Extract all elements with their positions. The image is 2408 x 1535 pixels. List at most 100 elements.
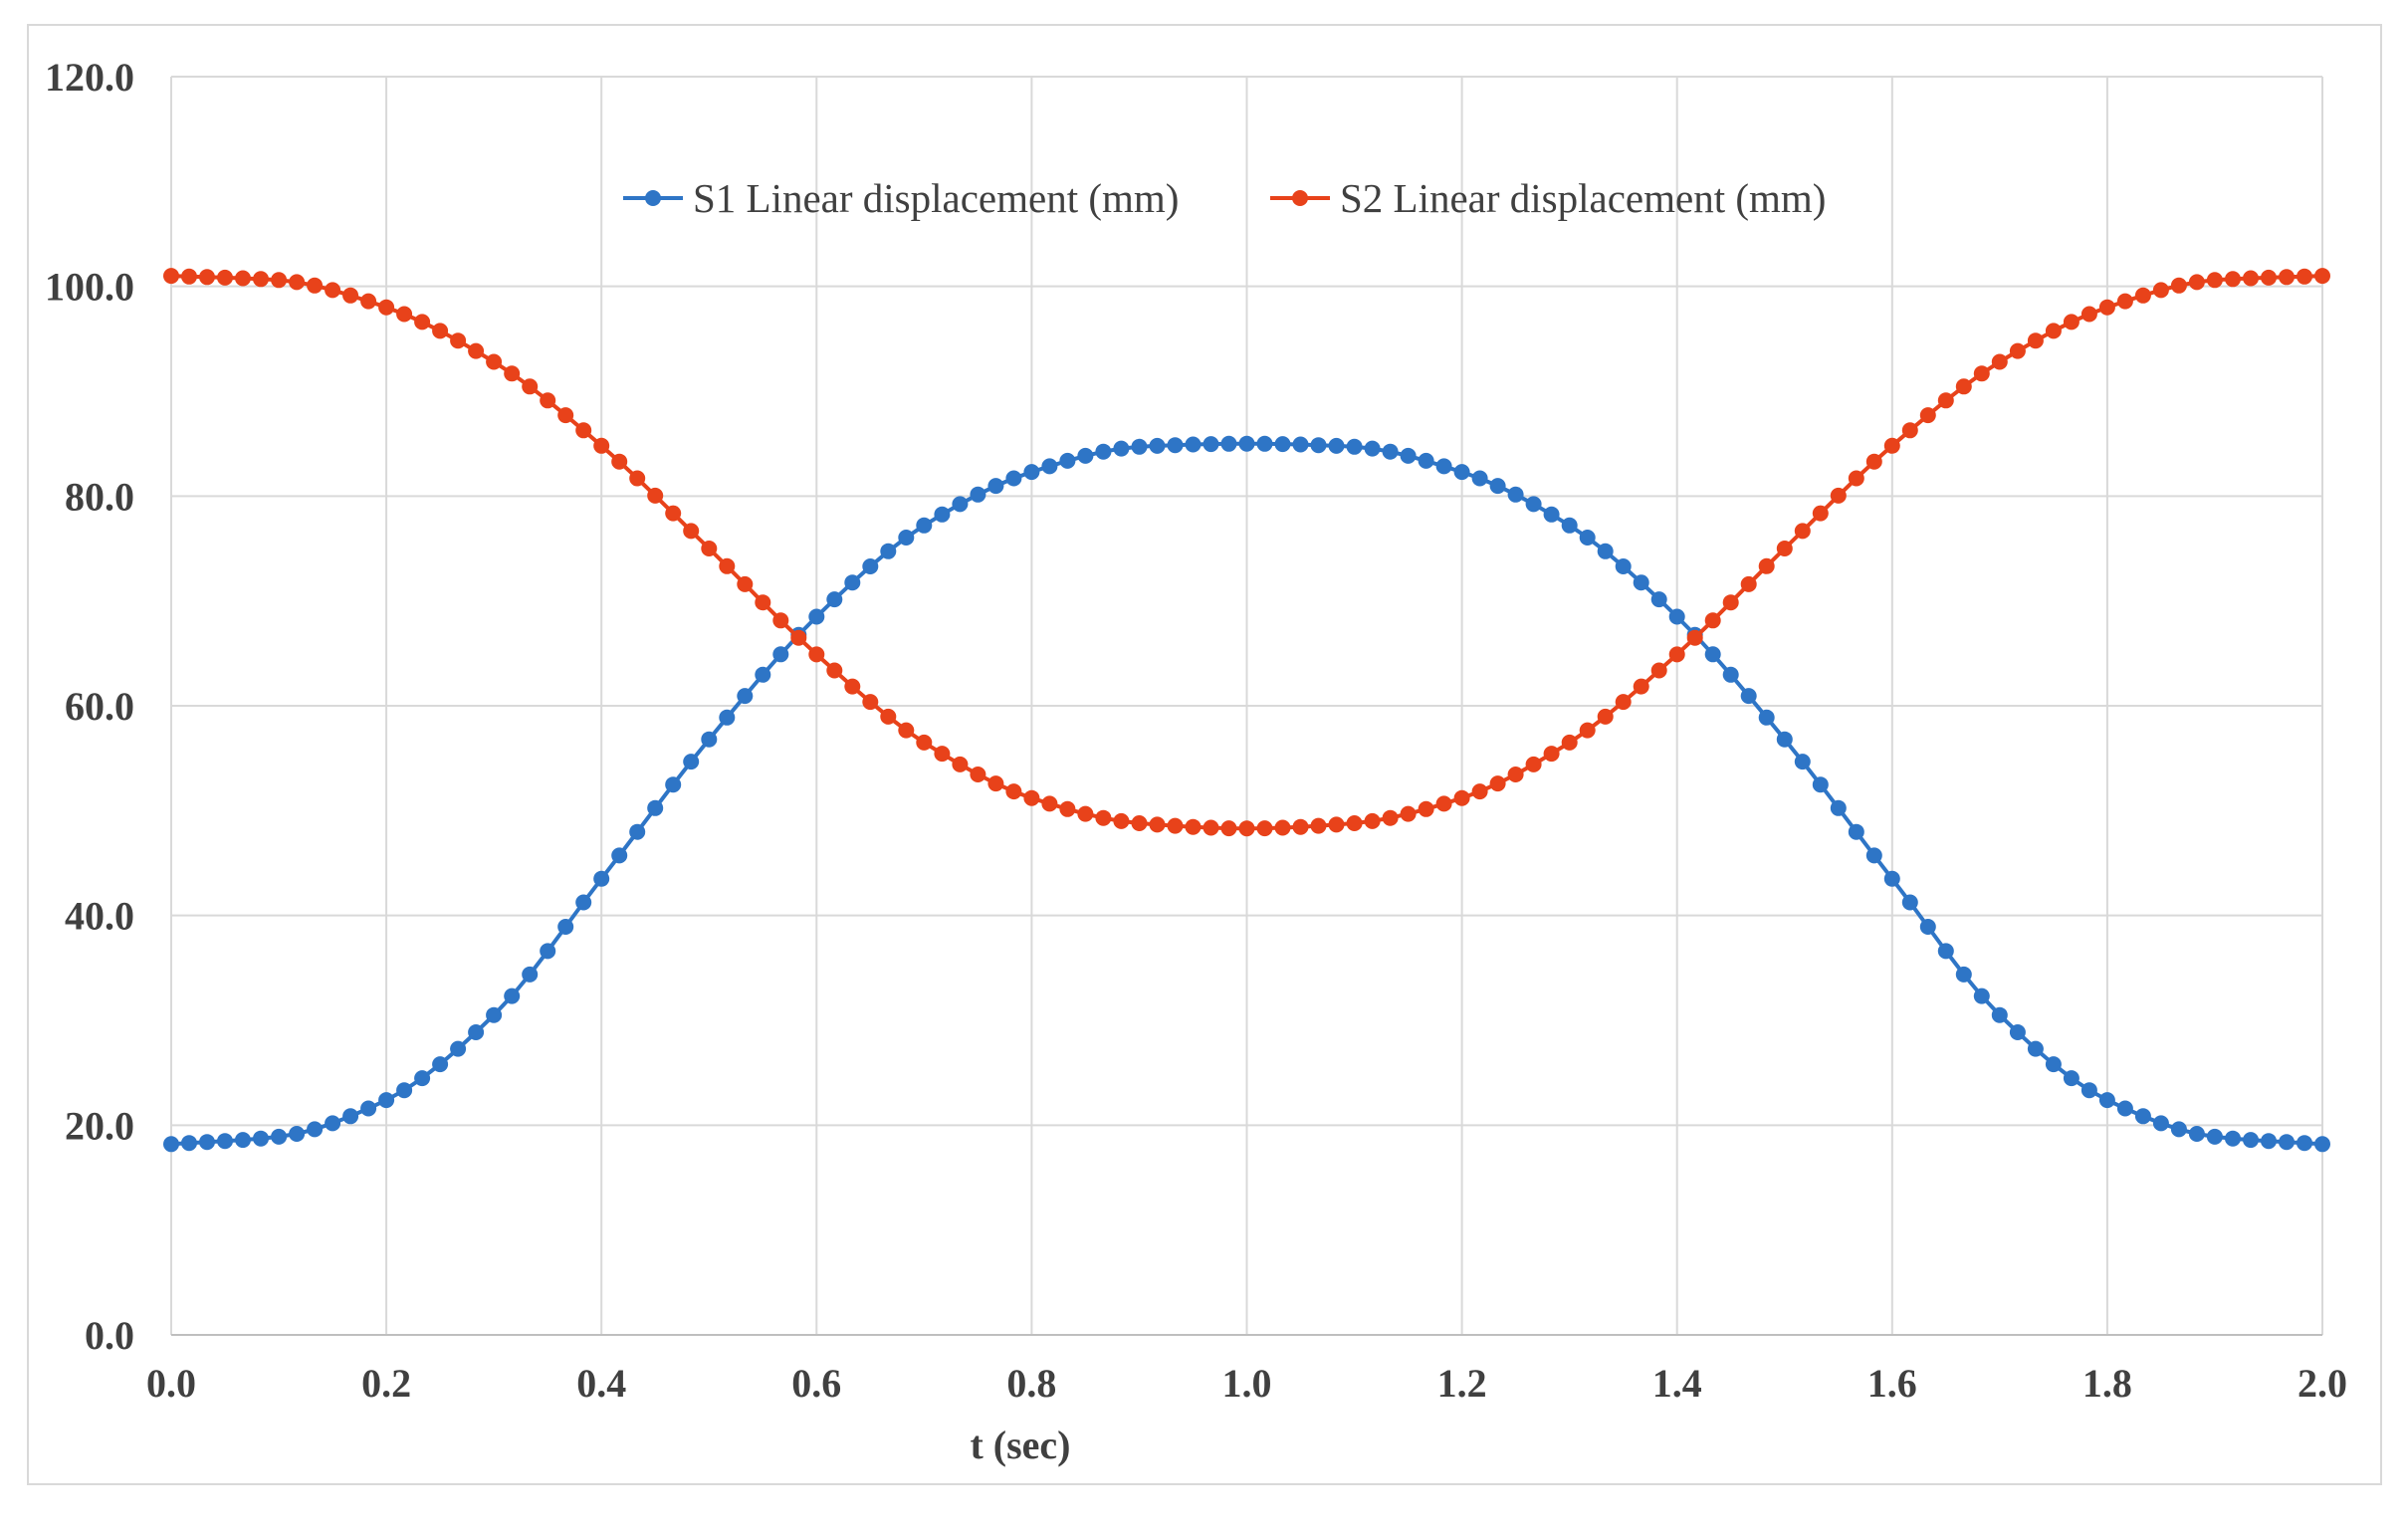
data-point bbox=[1453, 464, 1470, 481]
y-tick-label: 40.0 bbox=[65, 894, 134, 939]
data-point bbox=[1185, 436, 1202, 453]
data-point bbox=[1525, 496, 1542, 513]
data-point bbox=[1167, 437, 1184, 454]
data-point bbox=[719, 709, 736, 726]
data-point bbox=[1418, 452, 1434, 469]
data-point bbox=[486, 353, 503, 370]
data-point bbox=[1077, 805, 1094, 822]
data-point bbox=[611, 847, 628, 864]
data-point bbox=[1650, 662, 1667, 679]
data-point bbox=[629, 470, 646, 487]
data-point bbox=[629, 823, 646, 840]
data-point bbox=[522, 966, 539, 983]
data-point bbox=[647, 799, 664, 816]
data-point bbox=[1238, 820, 1255, 837]
data-point bbox=[1149, 437, 1166, 454]
x-tick-label: 0.6 bbox=[791, 1361, 841, 1406]
data-point bbox=[1113, 440, 1130, 457]
data-point bbox=[1256, 435, 1273, 452]
data-point bbox=[952, 496, 969, 513]
data-point bbox=[2134, 1108, 2151, 1125]
data-point bbox=[1937, 943, 1954, 960]
data-point bbox=[1507, 486, 1524, 503]
data-point bbox=[181, 268, 197, 285]
data-point bbox=[2134, 287, 2151, 304]
data-point bbox=[1023, 789, 1040, 806]
data-point bbox=[808, 646, 825, 663]
data-point bbox=[1543, 506, 1560, 523]
data-point bbox=[1238, 435, 1255, 452]
data-point bbox=[1400, 447, 1417, 464]
data-point bbox=[1794, 523, 1811, 540]
data-point bbox=[844, 574, 861, 591]
data-point bbox=[1095, 809, 1112, 826]
data-point bbox=[486, 1006, 503, 1023]
y-tick-label: 20.0 bbox=[65, 1103, 134, 1148]
data-point bbox=[1668, 608, 1685, 625]
data-point bbox=[898, 722, 915, 739]
data-point bbox=[1991, 353, 2008, 370]
x-tick-label: 0.4 bbox=[576, 1361, 626, 1406]
data-point bbox=[1203, 819, 1219, 836]
data-point bbox=[2170, 1121, 2187, 1138]
data-point bbox=[360, 293, 377, 310]
data-point bbox=[378, 299, 395, 316]
data-point bbox=[2170, 277, 2187, 294]
series-2 bbox=[163, 268, 2330, 837]
data-point bbox=[1776, 541, 1793, 556]
data-point bbox=[1471, 783, 1488, 800]
data-point bbox=[1292, 436, 1309, 453]
data-point bbox=[1740, 688, 1757, 705]
data-point bbox=[342, 287, 359, 304]
data-point bbox=[1686, 629, 1703, 646]
x-tick-label: 0.8 bbox=[1006, 1361, 1056, 1406]
data-point bbox=[2027, 332, 2044, 349]
data-point bbox=[1149, 816, 1166, 833]
data-point bbox=[755, 666, 771, 683]
data-point bbox=[414, 1070, 431, 1087]
data-point bbox=[1328, 437, 1345, 454]
data-point bbox=[1615, 558, 1632, 574]
legend-swatch-marker bbox=[645, 190, 661, 206]
data-point bbox=[2045, 323, 2062, 339]
data-point bbox=[540, 392, 556, 409]
data-point bbox=[378, 1092, 395, 1109]
data-point bbox=[1274, 819, 1291, 836]
data-point bbox=[701, 731, 718, 748]
x-axis-title: t (sec) bbox=[970, 1423, 1070, 1467]
y-tick-label: 120.0 bbox=[45, 55, 134, 100]
data-point bbox=[1865, 453, 1882, 470]
data-point bbox=[683, 754, 700, 770]
data-point bbox=[1113, 812, 1130, 829]
data-point bbox=[862, 558, 879, 574]
data-point bbox=[593, 870, 610, 887]
data-point bbox=[1220, 435, 1237, 452]
y-tick-label: 100.0 bbox=[45, 265, 134, 310]
data-point bbox=[163, 268, 179, 285]
data-point bbox=[1955, 378, 1972, 395]
data-point bbox=[1561, 734, 1578, 751]
data-point bbox=[1382, 809, 1399, 826]
data-point bbox=[1919, 919, 1936, 935]
data-point bbox=[468, 1024, 485, 1040]
gridlines bbox=[170, 76, 2323, 1336]
data-point bbox=[2098, 1092, 2115, 1109]
data-point bbox=[1185, 818, 1202, 835]
data-point bbox=[2188, 274, 2205, 291]
data-point bbox=[504, 987, 521, 1004]
x-tick-label: 1.6 bbox=[1867, 1361, 1917, 1406]
data-point bbox=[1203, 436, 1219, 453]
data-point bbox=[2188, 1126, 2205, 1142]
data-point bbox=[1418, 800, 1434, 817]
data-point bbox=[2243, 1132, 2259, 1149]
x-tick-label: 1.0 bbox=[1222, 1361, 1272, 1406]
data-point bbox=[468, 342, 485, 359]
data-point bbox=[1274, 436, 1291, 453]
data-point bbox=[1095, 443, 1112, 460]
data-point bbox=[2027, 1040, 2044, 1057]
data-point bbox=[790, 629, 807, 646]
data-point bbox=[1633, 678, 1649, 695]
data-point bbox=[844, 678, 861, 695]
data-point bbox=[307, 277, 324, 294]
data-point bbox=[611, 453, 628, 470]
